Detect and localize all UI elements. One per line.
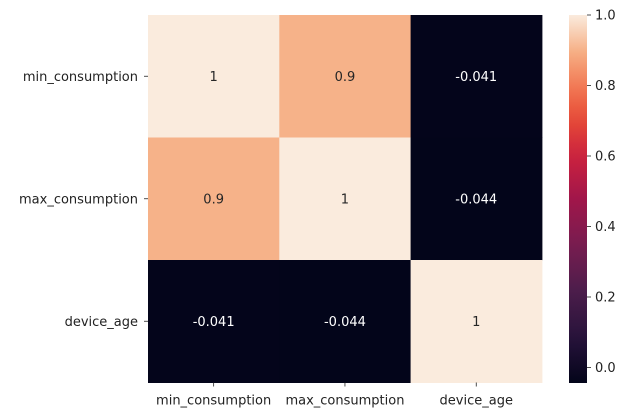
cell-annotation: 1 <box>472 315 480 330</box>
cell-annotation: -0.041 <box>455 70 497 85</box>
heatmap-cell <box>410 15 543 138</box>
heatmap-cell <box>279 260 412 383</box>
colorbar-tick-label: 1.0 <box>595 9 616 24</box>
colorbar-tick-label: 0.6 <box>595 149 616 164</box>
column-labels: min_consumption max_consumption device_age <box>156 382 513 409</box>
heatmap-cell <box>148 137 280 261</box>
cell-annotation: -0.044 <box>324 315 366 330</box>
row-labels: min_consumption max_consumption device_age <box>19 70 148 330</box>
colorbar-ticks: 0.0 0.2 0.4 0.6 0.8 1.0 <box>587 9 616 376</box>
cell-annotation: 1 <box>210 70 218 85</box>
cell-annotation: 1 <box>341 192 349 207</box>
heatmap-cell <box>279 15 412 138</box>
colorbar-tick-label: 0.4 <box>595 220 616 235</box>
column-label: device_age <box>440 394 513 409</box>
heatmap-cell <box>148 15 280 138</box>
colorbar-tick-label: 0.8 <box>595 79 616 94</box>
column-label: max_consumption <box>285 394 404 409</box>
heatmap-cell <box>148 260 280 383</box>
column-label: min_consumption <box>156 394 271 409</box>
cell-annotations: 1 0.9 -0.041 0.9 1 -0.044 -0.041 -0.044 1 <box>193 70 498 330</box>
heatmap-cells <box>148 15 543 383</box>
row-label: device_age <box>65 315 138 330</box>
heatmap-cell <box>279 137 412 261</box>
cell-annotation: -0.041 <box>193 315 235 330</box>
cell-annotation: 0.9 <box>203 192 224 207</box>
cell-annotation: 0.9 <box>335 70 356 85</box>
cell-annotation: -0.044 <box>455 192 497 207</box>
colorbar-tick-label: 0.2 <box>595 290 616 305</box>
row-label: max_consumption <box>19 192 138 207</box>
colorbar-tick-label: 0.0 <box>595 361 616 376</box>
colorbar <box>569 15 587 383</box>
heatmap-cell <box>410 260 543 383</box>
heatmap-cell <box>410 137 543 261</box>
row-label: min_consumption <box>23 70 138 85</box>
